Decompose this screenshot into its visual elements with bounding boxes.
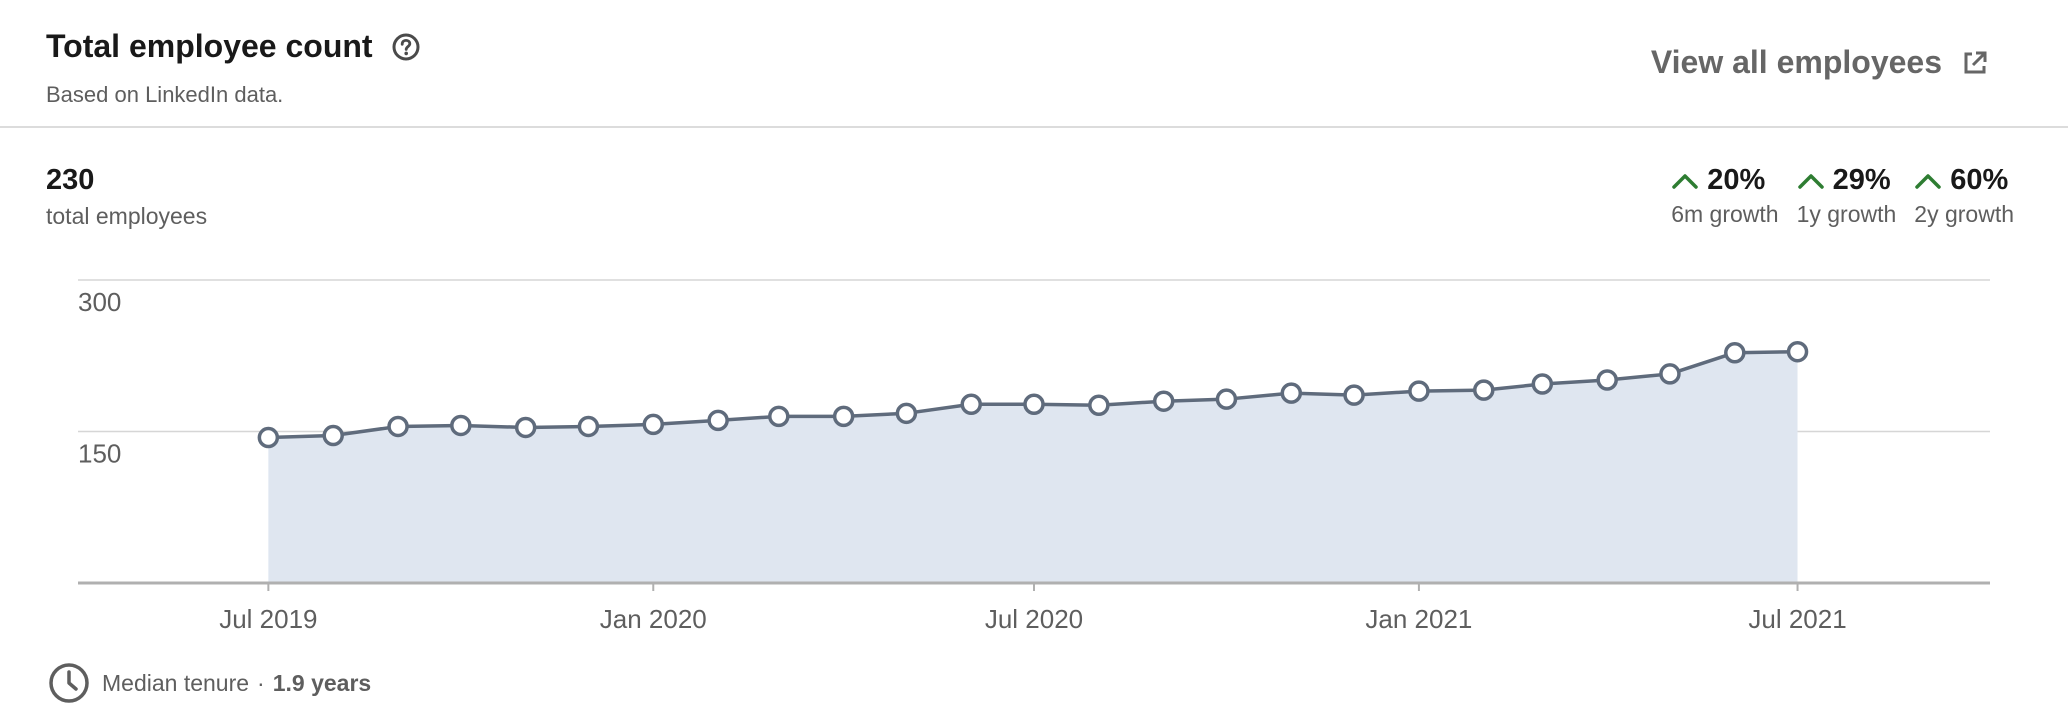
data-point (1726, 344, 1744, 362)
data-point (1282, 384, 1300, 402)
data-point (1789, 343, 1807, 361)
growth-label: 6m growth (1671, 201, 1778, 228)
tenure-separator: · (257, 670, 265, 697)
data-point (1090, 396, 1108, 414)
data-point (709, 411, 727, 429)
data-point (1155, 392, 1173, 410)
growth-label: 2y growth (1914, 201, 2014, 228)
caret-up-icon (1671, 172, 1699, 190)
growth-value: 60% (1950, 164, 2008, 197)
card-header: Total employee count Based on LinkedIn d… (0, 0, 2068, 128)
x-tick-label: Jan 2020 (600, 604, 707, 634)
data-point (259, 429, 277, 447)
employee-count-chart: 150 300 Jul 2019 Jan 2020 Jul 2020 Jan 2021 Ju… (0, 260, 2068, 640)
card-subtitle: Based on LinkedIn data. (46, 82, 283, 108)
growth-1y: 29% 1y growth (1797, 164, 1897, 228)
growth-label: 1y growth (1797, 201, 1897, 228)
data-point (770, 407, 788, 425)
tenure-value: 1.9 years (273, 670, 371, 697)
question-circle-icon[interactable] (391, 32, 421, 62)
data-point (962, 395, 980, 413)
data-point (897, 404, 915, 422)
data-point (1661, 365, 1679, 383)
tenure-label: Median tenure (102, 670, 249, 697)
data-point (1533, 375, 1551, 393)
data-point (1410, 382, 1428, 400)
median-tenure: Median tenure · 1.9 years (48, 662, 371, 704)
growth-6m: 20% 6m growth (1671, 164, 1778, 228)
data-point (452, 416, 470, 434)
title-row: Total employee count (46, 28, 421, 65)
data-point (1598, 371, 1616, 389)
series-area (268, 352, 1797, 583)
clock-icon (48, 662, 90, 704)
external-link-icon[interactable] (1962, 50, 1988, 76)
total-employees-value: 230 (46, 164, 207, 197)
data-point (835, 407, 853, 425)
view-all-label[interactable]: View all employees (1651, 44, 1942, 81)
caret-up-icon (1797, 172, 1825, 190)
data-point (579, 417, 597, 435)
data-point (389, 417, 407, 435)
x-tick-label: Jan 2021 (1365, 604, 1472, 634)
data-point (517, 418, 535, 436)
data-point (1217, 390, 1235, 408)
data-point (324, 427, 342, 445)
x-tick-label: Jul 2020 (985, 604, 1083, 634)
data-point (1475, 381, 1493, 399)
y-tick-label: 300 (78, 287, 121, 317)
growth-value: 20% (1707, 164, 1765, 197)
view-all-employees-link[interactable]: View all employees (1651, 44, 1988, 81)
caret-up-icon (1914, 172, 1942, 190)
total-employees-label: total employees (46, 203, 207, 230)
y-tick-label: 150 (78, 439, 121, 469)
data-point (1025, 395, 1043, 413)
x-tick-label: Jul 2019 (219, 604, 317, 634)
growth-2y: 60% 2y growth (1914, 164, 2014, 228)
growth-value: 29% (1833, 164, 1891, 197)
growth-stats: 20% 6m growth 29% 1y growth 60% 2y growt… (1671, 164, 2014, 228)
data-point (644, 415, 662, 433)
x-tick-label: Jul 2021 (1748, 604, 1846, 634)
card-title: Total employee count (46, 28, 373, 65)
data-point (1345, 386, 1363, 404)
total-employees: 230 total employees (46, 164, 207, 230)
